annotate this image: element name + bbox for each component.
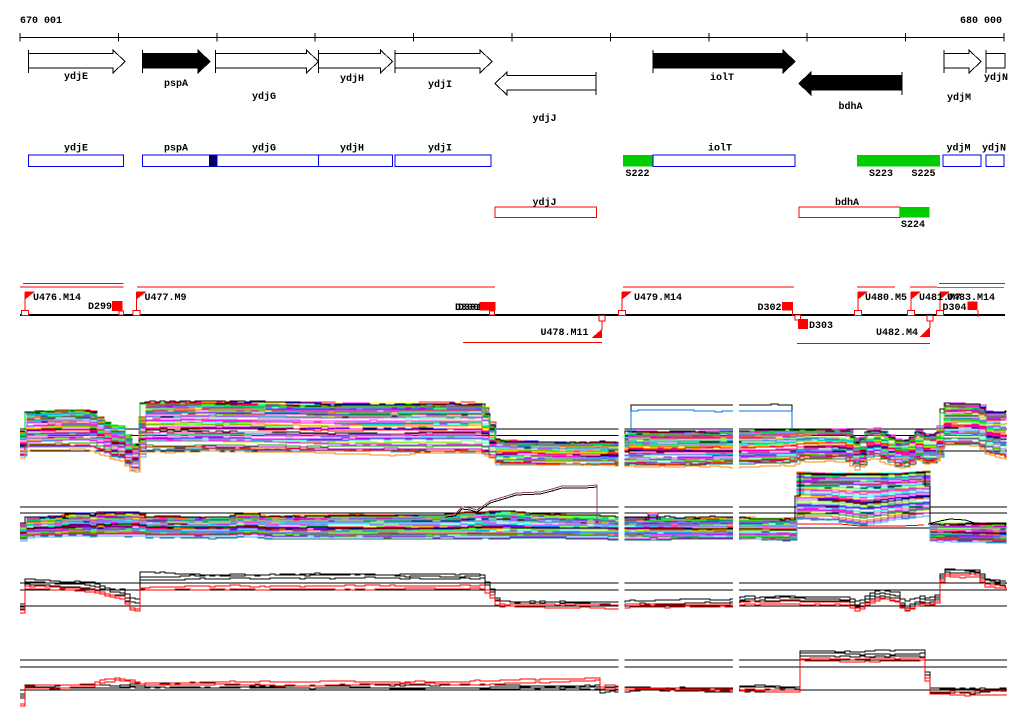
svg-text:iolT: iolT <box>708 143 732 155</box>
svg-text:U481.M7: U481.M7 <box>919 293 961 304</box>
svg-text:S223: S223 <box>869 169 893 180</box>
svg-text:680 000: 680 000 <box>960 16 1002 27</box>
svg-text:bdhA: bdhA <box>838 101 862 113</box>
svg-text:ydjJ: ydjJ <box>532 197 556 209</box>
svg-text:ydjG: ydjG <box>252 91 276 103</box>
svg-text:D302: D302 <box>758 303 782 314</box>
svg-text:ydjE: ydjE <box>64 143 88 155</box>
svg-text:ydjI: ydjI <box>428 143 452 155</box>
svg-text:ydjM: ydjM <box>946 143 970 155</box>
svg-text:D301: D301 <box>458 303 482 314</box>
svg-text:D304: D304 <box>943 303 967 314</box>
svg-text:pspA: pspA <box>164 79 188 90</box>
svg-text:U479.M14: U479.M14 <box>634 293 682 304</box>
svg-text:U478.M11: U478.M11 <box>541 328 589 339</box>
svg-text:ydjM: ydjM <box>947 92 971 104</box>
svg-text:U477.M9: U477.M9 <box>145 293 187 304</box>
svg-text:U483.M14: U483.M14 <box>947 293 995 304</box>
svg-text:U476.M14: U476.M14 <box>33 293 81 304</box>
svg-text:ydjN: ydjN <box>982 143 1006 155</box>
svg-text:D303: D303 <box>809 321 833 332</box>
svg-text:ydjG: ydjG <box>252 143 276 155</box>
svg-text:ydjE: ydjE <box>64 71 88 83</box>
svg-text:U480.M5: U480.M5 <box>865 293 907 304</box>
svg-text:ydjN: ydjN <box>984 72 1008 84</box>
svg-text:pspA: pspA <box>164 144 188 155</box>
svg-text:S222: S222 <box>625 169 649 180</box>
svg-text:U482.M4: U482.M4 <box>876 328 918 339</box>
svg-text:670 001: 670 001 <box>20 16 62 27</box>
svg-text:D299: D299 <box>88 302 112 313</box>
svg-text:ydjH: ydjH <box>340 143 364 155</box>
svg-text:ydjH: ydjH <box>340 73 364 85</box>
svg-text:ydjJ: ydjJ <box>532 113 556 125</box>
svg-text:iolT: iolT <box>710 72 734 84</box>
svg-text:D300: D300 <box>455 303 479 314</box>
svg-text:S225: S225 <box>911 169 935 180</box>
svg-text:S224: S224 <box>901 220 925 231</box>
svg-text:ydjI: ydjI <box>428 79 452 91</box>
svg-text:bdhA: bdhA <box>835 197 859 209</box>
